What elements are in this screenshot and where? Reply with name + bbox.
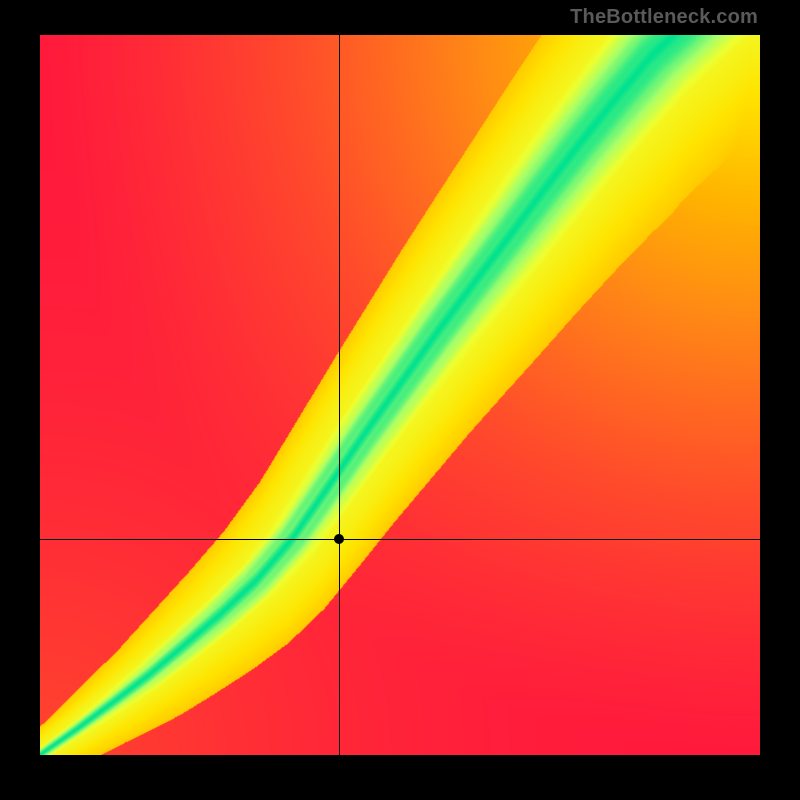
crosshair-vertical (339, 35, 340, 755)
crosshair-horizontal (40, 539, 760, 540)
plot-area (40, 35, 760, 755)
crosshair-marker-dot (334, 534, 344, 544)
heatmap-canvas (40, 35, 760, 755)
watermark-text: TheBottleneck.com (570, 6, 758, 29)
